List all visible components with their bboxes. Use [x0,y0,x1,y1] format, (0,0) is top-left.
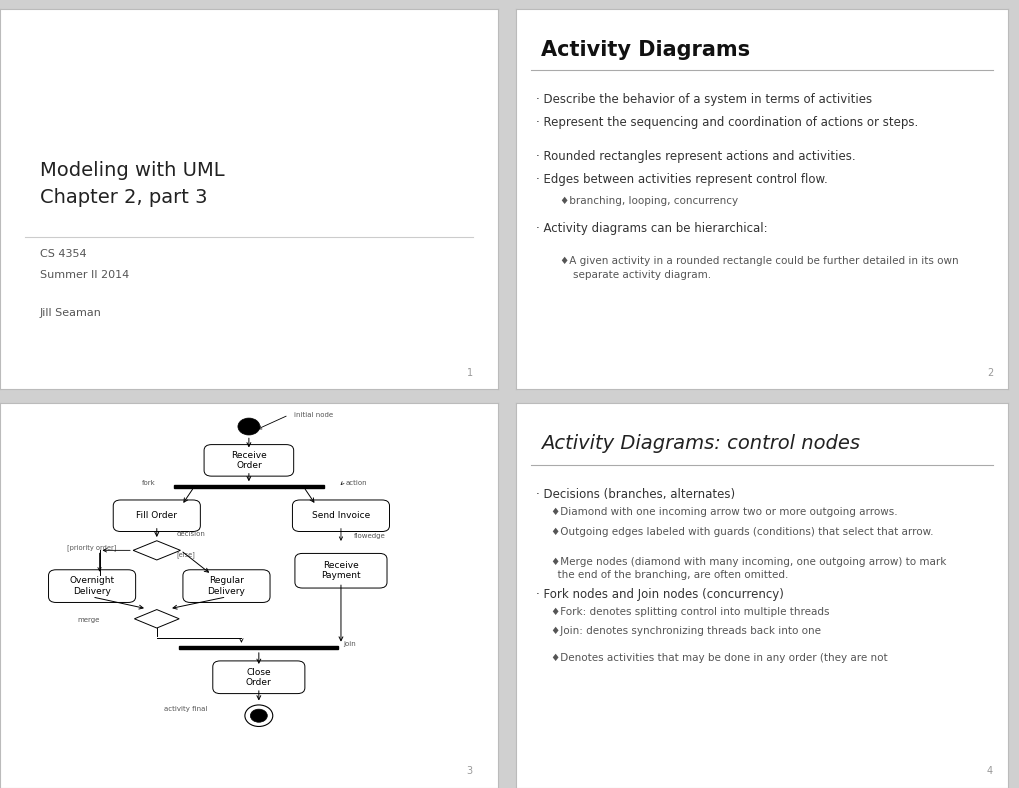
Text: [else]: [else] [176,551,196,558]
Text: ♦Merge nodes (diamond with many incoming, one outgoing arrow) to mark
  the end : ♦Merge nodes (diamond with many incoming… [550,557,945,581]
FancyBboxPatch shape [294,553,386,588]
Text: Fill Order: Fill Order [137,511,177,520]
Text: Modeling with UML
Chapter 2, part 3: Modeling with UML Chapter 2, part 3 [40,162,224,207]
Text: Jill Seaman: Jill Seaman [40,307,102,318]
Text: initial node: initial node [293,412,332,418]
Text: · Activity diagrams can be hierarchical:: · Activity diagrams can be hierarchical: [535,222,766,235]
FancyBboxPatch shape [49,570,136,603]
FancyBboxPatch shape [182,570,270,603]
Text: activity final: activity final [164,706,208,712]
Bar [179,646,338,649]
Text: ♦Fork: denotes splitting control into multiple threads: ♦Fork: denotes splitting control into mu… [550,608,828,617]
FancyBboxPatch shape [204,444,293,476]
Polygon shape [133,541,180,560]
Text: · Fork nodes and Join nodes (concurrency): · Fork nodes and Join nodes (concurrency… [535,588,783,601]
Circle shape [245,705,272,727]
FancyBboxPatch shape [292,500,389,532]
FancyBboxPatch shape [213,661,305,693]
Text: ♦Outgoing edges labeled with guards (conditions) that select that arrow.: ♦Outgoing edges labeled with guards (con… [550,526,932,537]
Text: ♦Diamond with one incoming arrow two or more outgoing arrows.: ♦Diamond with one incoming arrow two or … [550,507,897,517]
Text: CS 4354: CS 4354 [40,249,87,258]
Text: 3: 3 [467,767,473,776]
Text: Activity Diagrams: control nodes: Activity Diagrams: control nodes [540,434,859,453]
Text: 2: 2 [985,368,993,378]
Text: [priority order]: [priority order] [67,545,116,552]
Text: · Edges between activities represent control flow.: · Edges between activities represent con… [535,173,826,186]
Text: ♦Denotes activities that may be done in any order (they are not: ♦Denotes activities that may be done in … [550,653,890,663]
Text: 4: 4 [986,767,993,776]
Text: decision: decision [176,531,206,537]
Text: Receive
Order: Receive Order [230,451,267,470]
Text: Overnight
Delivery: Overnight Delivery [69,576,114,596]
Text: · Describe the behavior of a system in terms of activities: · Describe the behavior of a system in t… [535,93,871,106]
Circle shape [237,418,260,435]
Circle shape [250,709,267,723]
FancyBboxPatch shape [113,500,200,532]
Text: join: join [343,641,356,647]
Text: merge: merge [77,617,100,623]
Text: flowedge: flowedge [353,533,385,539]
Text: ♦A given activity in a rounded rectangle could be further detailed in its own
  : ♦A given activity in a rounded rectangle… [559,256,958,280]
Text: fork: fork [142,480,156,486]
Text: Regular
Delivery: Regular Delivery [207,576,246,596]
Text: Activity Diagrams: Activity Diagrams [540,40,749,60]
Text: Close
Order: Close Order [246,667,271,687]
Text: ♦branching, looping, concurrency: ♦branching, looping, concurrency [559,195,738,206]
Text: Summer II 2014: Summer II 2014 [40,269,129,280]
Bar [174,485,323,489]
Text: Receive
Payment: Receive Payment [321,561,361,581]
Text: Send Invoice: Send Invoice [312,511,370,520]
Text: ♦Join: denotes synchronizing threads back into one: ♦Join: denotes synchronizing threads bac… [550,626,819,637]
Polygon shape [135,610,179,628]
Text: 1: 1 [467,368,473,378]
Text: · Decisions (branches, alternates): · Decisions (branches, alternates) [535,488,735,501]
Text: action: action [345,480,367,486]
Text: · Rounded rectangles represent actions and activities.: · Rounded rectangles represent actions a… [535,150,855,163]
Text: · Represent the sequencing and coordination of actions or steps.: · Represent the sequencing and coordinat… [535,116,917,128]
